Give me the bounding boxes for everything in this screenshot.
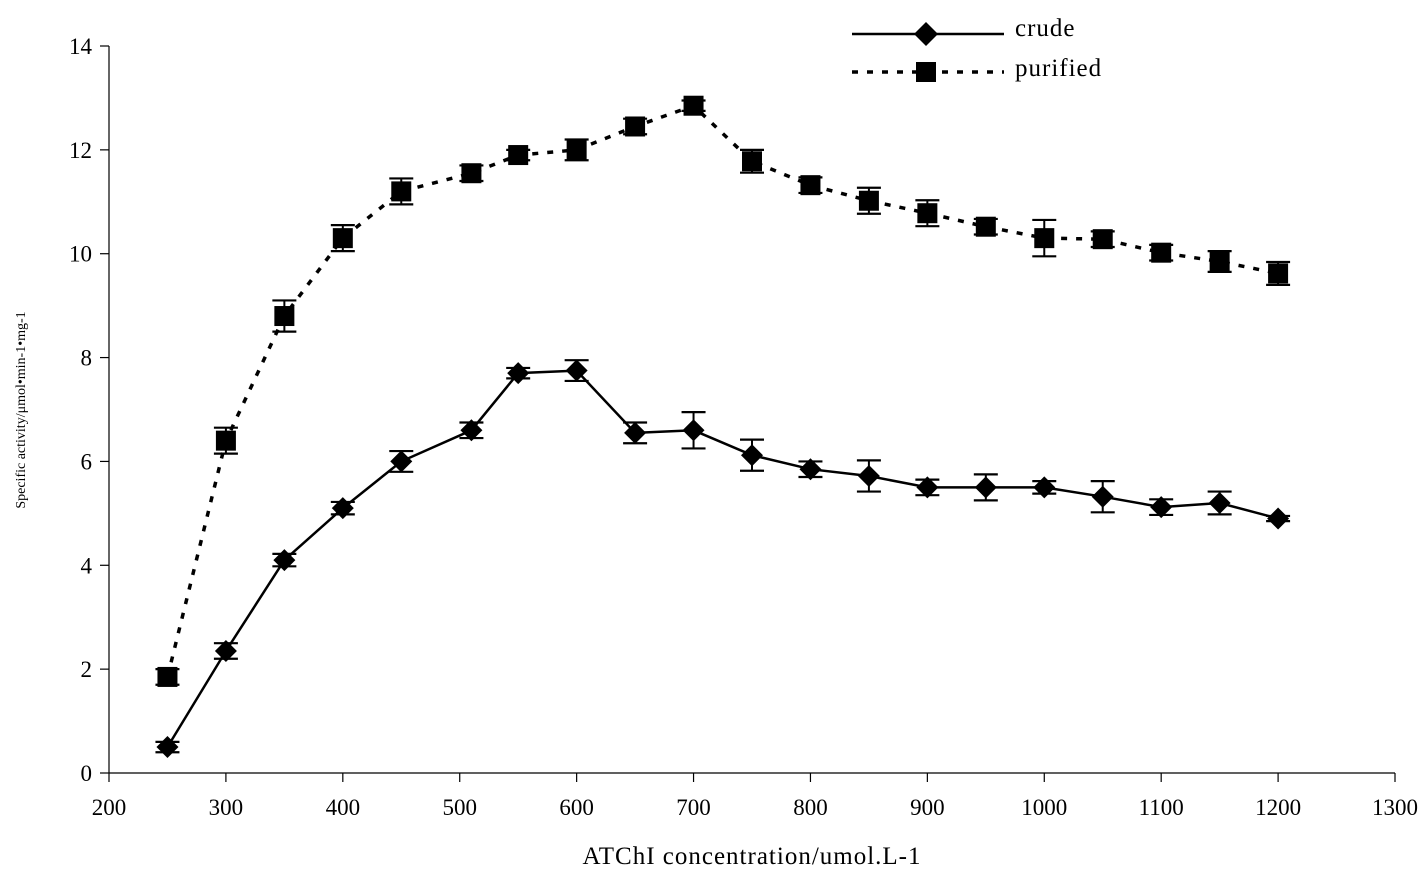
data-point-crude (507, 362, 530, 385)
series-group (155, 95, 1291, 759)
data-point-purified (1151, 242, 1172, 263)
axes (108, 46, 1395, 774)
series-purified (155, 95, 1291, 687)
data-point-purified (858, 190, 879, 211)
legend-label-purified: purified (1015, 55, 1102, 82)
data-point-purified (332, 228, 353, 249)
legend-item-purified: purified (852, 55, 1102, 82)
x-tick-label: 400 (326, 795, 361, 820)
data-point-crude (273, 549, 296, 572)
data-point-purified (566, 139, 587, 160)
data-point-crude (1033, 476, 1056, 499)
data-point-purified (1268, 263, 1289, 284)
data-point-crude (741, 444, 763, 467)
x-axis-title: ATChI concentration/umol.L-1 (582, 843, 921, 870)
data-point-purified (215, 430, 236, 451)
data-point-purified (157, 666, 178, 687)
y-tick-label: 2 (81, 657, 93, 682)
data-point-crude (1267, 507, 1290, 530)
data-point-crude (624, 421, 647, 444)
y-tick-label: 4 (81, 553, 93, 578)
y-tick-label: 10 (69, 242, 92, 267)
x-tick-label: 900 (910, 795, 945, 820)
data-point-purified (391, 181, 412, 202)
series-crude (155, 359, 1291, 759)
x-tick-label: 1000 (1021, 795, 1067, 820)
data-point-purified (1092, 229, 1113, 250)
data-point-crude (974, 476, 997, 499)
x-tick-label: 1100 (1139, 795, 1184, 820)
tick-marks: 0 2 4 6 8 10 12 14 200 300 400 500 600 700 800 900 1000 1… (69, 34, 1418, 820)
data-point-purified (461, 163, 482, 184)
data-point-crude (331, 497, 354, 520)
data-point-purified (1034, 228, 1055, 249)
data-point-crude (1091, 485, 1114, 508)
data-point-crude (214, 639, 237, 662)
y-tick-label: 6 (81, 449, 93, 474)
data-point-crude (1208, 491, 1231, 514)
x-tick-label: 800 (793, 795, 828, 820)
data-point-purified (274, 306, 295, 327)
data-point-purified (683, 95, 704, 116)
data-point-crude (460, 419, 483, 442)
y-tick-label: 8 (81, 346, 93, 371)
y-tick-label: 12 (69, 138, 92, 163)
x-tick-label: 700 (676, 795, 711, 820)
data-point-purified (625, 116, 646, 137)
x-tick-label: 1200 (1255, 795, 1301, 820)
data-point-crude (682, 419, 705, 442)
legend: crude purified (852, 15, 1102, 82)
data-point-crude (799, 458, 822, 481)
x-tick-label: 500 (442, 795, 477, 820)
data-point-crude (156, 736, 179, 759)
legend-marker-square (916, 62, 936, 82)
y-axis-title: Specific activity/μmol•min-1•mg-1 (14, 311, 29, 508)
x-tick-label: 1300 (1372, 795, 1418, 820)
series-line-purified (165, 103, 1279, 678)
x-tick-label: 600 (559, 795, 594, 820)
data-point-purified (917, 203, 938, 224)
data-point-purified (975, 216, 996, 237)
legend-marker-diamond (914, 22, 938, 46)
data-point-crude (1150, 496, 1173, 519)
data-point-crude (565, 359, 588, 382)
series-line-crude (166, 369, 1279, 748)
x-tick-label: 300 (209, 795, 244, 820)
legend-item-crude: crude (852, 15, 1076, 46)
data-point-purified (742, 151, 762, 172)
y-tick-label: 0 (81, 761, 93, 786)
data-point-crude (390, 450, 413, 473)
y-tick-label: 14 (69, 34, 93, 59)
legend-label-crude: crude (1015, 15, 1076, 42)
data-point-crude (916, 476, 939, 499)
data-point-purified (1209, 251, 1230, 272)
data-point-crude (857, 464, 880, 487)
data-point-purified (508, 145, 529, 166)
x-tick-label: 200 (92, 795, 127, 820)
data-point-purified (800, 175, 821, 196)
